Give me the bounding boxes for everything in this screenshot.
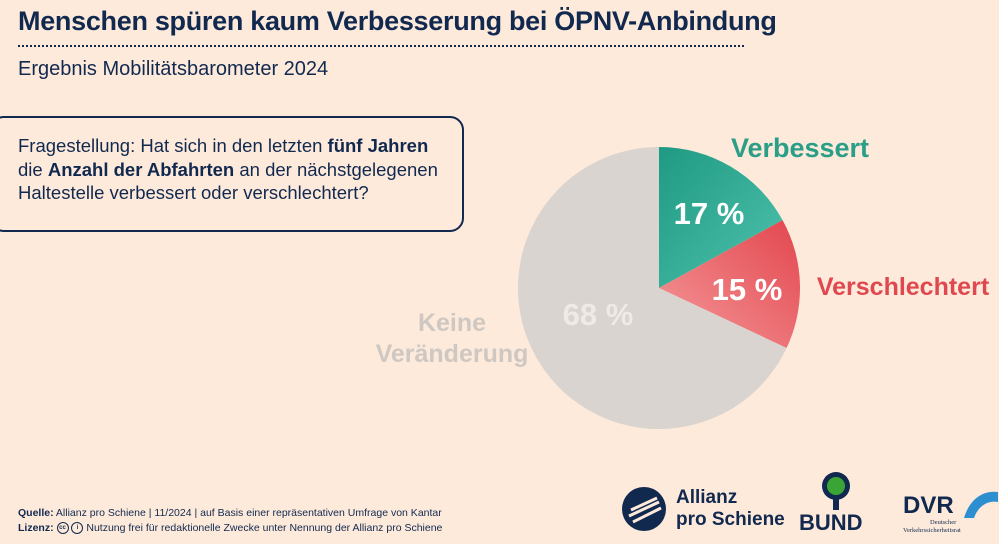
pie-slice-keine-veraenderung xyxy=(517,147,787,429)
pie-slice-verschlechtert xyxy=(659,220,800,349)
value-label-verschlechtert: 15 % xyxy=(712,272,783,307)
page-title: Menschen spüren kaum Verbesserung bei ÖP… xyxy=(18,6,777,36)
allianz-pro-schiene-logo-icon xyxy=(622,487,666,531)
dvr-sub-line2: Verkehrssicherheitsrat xyxy=(903,527,961,534)
license-line: Lizenz: cc i Nutzung frei für redaktione… xyxy=(18,522,443,535)
question-part-2: die xyxy=(18,158,48,180)
value-label-verbessert: 17 % xyxy=(674,196,745,231)
value-label-keine-veraenderung: 68 % xyxy=(563,297,634,332)
question-bold-2: Anzahl der Abfahrten xyxy=(47,158,235,180)
allianz-logo-line2: pro Schiene xyxy=(676,509,785,530)
question-box xyxy=(0,116,464,232)
question-text: Fragestellung: Hat sich in den letzten f… xyxy=(18,134,448,205)
source-line: Quelle: Allianz pro Schiene | 11/2024 | … xyxy=(18,507,442,519)
license-text: Nutzung frei für redaktionelle Zwecke un… xyxy=(83,522,443,534)
license-label: Lizenz: xyxy=(18,522,54,534)
page-subtitle: Ergebnis Mobilitätsbarometer 2024 xyxy=(18,58,329,80)
title-divider xyxy=(18,45,744,47)
by-icon: i xyxy=(71,522,84,535)
source-label: Quelle: xyxy=(18,507,54,519)
dvr-sub-line1: Deutscher xyxy=(930,519,957,526)
category-label-verbessert: Verbessert xyxy=(731,133,869,163)
bund-logo-icon xyxy=(822,472,850,510)
bund-logo-text: BUND xyxy=(799,510,863,535)
dvr-wave-icon xyxy=(964,491,998,518)
question-bold-1: fünf Jahren xyxy=(327,135,429,156)
question-part-1: Fragestellung: Hat sich in den letzten xyxy=(18,135,328,156)
category-label-verschlechtert: Verschlechtert xyxy=(817,273,990,301)
source-text: Allianz pro Schiene | 11/2024 | auf Basi… xyxy=(53,507,442,519)
question-part-3: an der nächstgelegenen Haltestelle verbe… xyxy=(18,158,438,204)
dvr-logo-text: DVR xyxy=(903,492,954,519)
category-label-keine-veraenderung: Keine Veränderung xyxy=(376,309,529,368)
allianz-logo-line1: Allianz xyxy=(676,487,738,508)
cc-icon: cc xyxy=(56,522,69,535)
pie-slice-verbessert xyxy=(659,147,783,288)
